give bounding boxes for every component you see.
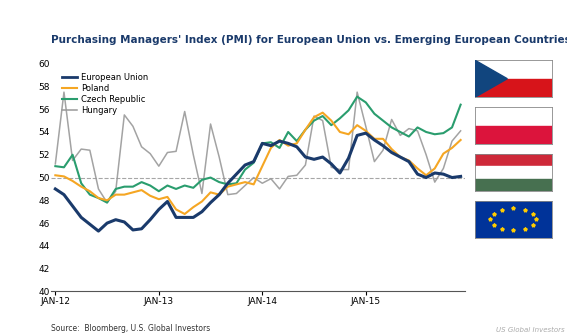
Bar bbox=[475, 60, 552, 79]
Bar bbox=[475, 166, 552, 179]
Bar bbox=[475, 107, 552, 126]
Bar bbox=[475, 126, 552, 144]
Text: US Global Investors: US Global Investors bbox=[496, 327, 564, 333]
Bar bbox=[475, 79, 552, 97]
Legend: European Union, Poland, Czech Republic, Hungary: European Union, Poland, Czech Republic, … bbox=[60, 70, 151, 117]
Text: Purchasing Managers' Index (PMI) for European Union vs. Emerging European Countr: Purchasing Managers' Index (PMI) for Eur… bbox=[51, 35, 567, 45]
Bar bbox=[475, 154, 552, 166]
Bar bbox=[475, 179, 552, 191]
Polygon shape bbox=[475, 60, 507, 97]
Text: Source:  Bloomberg, U.S. Global Investors: Source: Bloomberg, U.S. Global Investors bbox=[51, 324, 210, 333]
